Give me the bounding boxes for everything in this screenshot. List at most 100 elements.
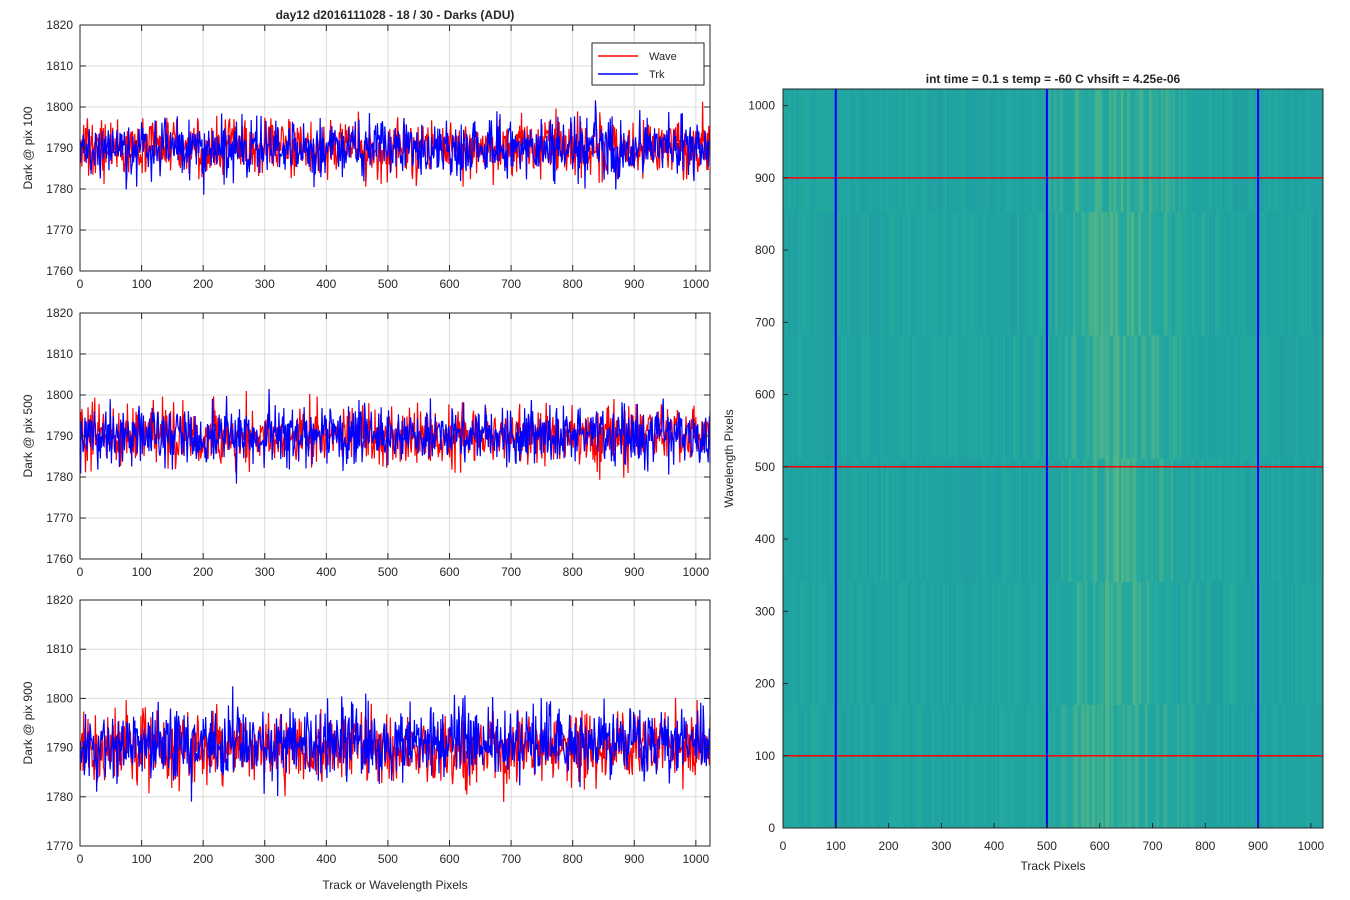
heatmap-cell xyxy=(1149,459,1151,582)
heatmap-cell xyxy=(909,458,912,582)
heatmap-cell xyxy=(977,581,980,706)
heatmap-cell xyxy=(1037,335,1040,459)
heatmap-cell xyxy=(1279,582,1281,705)
heatmap-cell xyxy=(1035,704,1038,829)
heatmap-cell xyxy=(1241,335,1243,458)
heatmap-cell xyxy=(1299,89,1302,213)
heatmap-cell xyxy=(1023,335,1026,459)
heatmap-cell xyxy=(1137,335,1140,459)
heatmap-cell xyxy=(899,458,902,582)
heatmap-cell xyxy=(855,581,858,706)
heatmap-cell xyxy=(909,581,912,706)
heatmap-cell xyxy=(1169,582,1171,705)
heatmap-cell xyxy=(1175,89,1178,213)
legend[interactable]: Wave Trk xyxy=(591,42,705,86)
heatmap-cell xyxy=(1253,212,1256,336)
heatmap-cell xyxy=(839,89,841,212)
heatmap-cell xyxy=(1303,89,1306,213)
heatmap-cell xyxy=(1077,89,1080,213)
heatmap-cell xyxy=(1193,335,1196,459)
heatmap-cell xyxy=(1033,704,1036,829)
heatmap-cell xyxy=(1205,704,1208,829)
heatmap-cell xyxy=(1023,704,1026,829)
heatmap-cell xyxy=(961,335,964,459)
heatmap-cell xyxy=(1109,705,1111,828)
heatmap-cell xyxy=(1007,458,1010,582)
heatmap-cell xyxy=(929,458,932,582)
heatmap-cell xyxy=(815,335,818,459)
heatmap-cell xyxy=(1057,335,1060,459)
heatmap-cell xyxy=(1197,89,1200,213)
heatmap-cell xyxy=(953,458,956,582)
heatmap-cell xyxy=(819,212,822,336)
heatmap-cell xyxy=(1165,459,1167,582)
heatmap-cell xyxy=(791,335,794,459)
heatmap-cell xyxy=(935,581,938,706)
heatmap-cell xyxy=(1293,89,1296,213)
heatmap-cell xyxy=(895,704,898,829)
heatmap-cell xyxy=(811,705,813,828)
heatmap-cell xyxy=(789,458,792,582)
heatmap-cell xyxy=(1261,581,1264,706)
heatmap-cell xyxy=(1291,582,1293,705)
heatmap-cell xyxy=(953,89,956,213)
heatmap-cell xyxy=(827,335,830,459)
heatmap-cell xyxy=(1137,89,1140,213)
heatmap-cell xyxy=(891,458,894,582)
heatmap-cell xyxy=(859,89,862,213)
heatmap-cell xyxy=(1133,212,1136,336)
heatmap-cell xyxy=(1147,459,1149,582)
heatmap-cell xyxy=(963,704,966,829)
heatmap-cell xyxy=(809,89,812,213)
heatmap-cell xyxy=(1265,335,1267,458)
heatmap-cell xyxy=(1059,89,1062,213)
heatmap-cell xyxy=(877,335,880,459)
heatmap-cell xyxy=(1153,212,1155,335)
heatmap-cell xyxy=(917,89,920,213)
heatmap-cell xyxy=(941,581,944,706)
heatmap-cell xyxy=(1021,704,1024,829)
heatmap-cell xyxy=(797,335,799,458)
heatmap-cell xyxy=(799,458,802,582)
heatmap-cell xyxy=(1107,704,1110,829)
heatmap-cell xyxy=(1011,581,1014,706)
heatmap-cell xyxy=(903,704,906,829)
heatmap-cell xyxy=(1317,705,1319,828)
x-tick-label: 800 xyxy=(1195,839,1215,853)
heatmap-cell xyxy=(929,89,932,213)
heatmap-cell xyxy=(931,335,933,458)
y-tick-label: 400 xyxy=(755,532,775,546)
heatmap-cell xyxy=(1149,704,1152,829)
heatmap-cell xyxy=(1267,704,1270,829)
heatmap-cell xyxy=(829,212,832,336)
heatmap-cell xyxy=(1107,581,1110,706)
heatmap-cell xyxy=(1163,459,1165,582)
heatmap-cell xyxy=(1075,704,1078,829)
heatmap-cell xyxy=(863,89,866,213)
heatmap-cell xyxy=(1255,212,1258,336)
heatmap-cell xyxy=(833,581,836,706)
heatmap-cell xyxy=(1157,581,1160,706)
heatmap-cell xyxy=(1211,335,1214,459)
heatmap-cell xyxy=(1063,89,1066,213)
heatmap-cell xyxy=(979,581,982,706)
heatmap-cell xyxy=(1195,582,1197,705)
heatmap-cell xyxy=(1291,335,1294,459)
heatmap-cell xyxy=(985,458,988,582)
heatmap-cell xyxy=(917,458,920,582)
heatmap-cell xyxy=(845,89,848,213)
heatmap-cell xyxy=(1081,581,1084,706)
heatmap-cell xyxy=(849,582,851,705)
heatmap-cell xyxy=(1077,212,1080,336)
heatmap-cell xyxy=(1003,459,1005,582)
heatmap-cell xyxy=(1157,458,1160,582)
heatmap-cell xyxy=(877,458,880,582)
heatmap-cell xyxy=(975,335,977,458)
heatmap-cell xyxy=(1313,212,1316,336)
heatmap-cell xyxy=(791,89,794,213)
heatmap-cell xyxy=(867,335,869,458)
heatmap-cell xyxy=(925,458,928,582)
heatmap-cell xyxy=(1055,458,1058,582)
heatmap-cell xyxy=(965,335,968,459)
heatmap-cell xyxy=(1215,335,1218,459)
